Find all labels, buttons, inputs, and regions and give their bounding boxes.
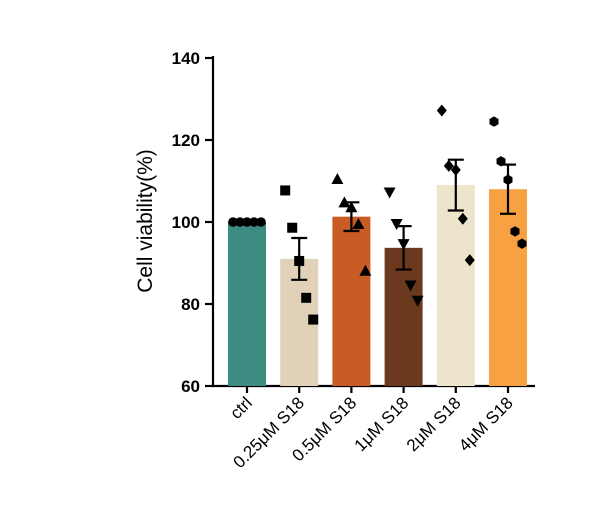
data-point (464, 254, 475, 267)
data-point (457, 212, 468, 225)
data-point (436, 104, 447, 117)
data-point (352, 218, 365, 230)
data-point (489, 116, 499, 127)
bar (489, 189, 527, 386)
data-point (287, 222, 298, 233)
data-point (228, 217, 238, 227)
y-axis-label: Cell viability(%) (134, 149, 157, 293)
data-point (411, 295, 424, 307)
y-tick-label: 120 (172, 131, 200, 150)
data-point (443, 159, 454, 172)
data-point (404, 280, 417, 292)
x-tick-label: 4μM S18 (455, 393, 517, 455)
data-point (256, 217, 266, 227)
data-point (280, 185, 291, 196)
y-ticks: 60 80 100 120 140 (172, 49, 213, 396)
data-point (359, 264, 372, 276)
data-point (301, 292, 312, 303)
y-tick-label: 60 (181, 377, 200, 396)
data-point (510, 226, 520, 237)
bar (332, 216, 371, 386)
bar (436, 185, 475, 386)
data-point (308, 314, 319, 325)
bar (228, 222, 266, 386)
y-tick-label: 140 (172, 49, 200, 68)
data-point (383, 187, 396, 199)
error-bars (239, 158, 516, 281)
x-tick-label: ctrl (226, 393, 255, 422)
data-point (331, 172, 344, 184)
data-point (390, 219, 403, 231)
bars (228, 185, 527, 386)
y-tick-label: 100 (172, 213, 200, 232)
data-point (517, 238, 527, 249)
data-points (228, 104, 527, 325)
x-tick-label: 1μM S18 (351, 393, 413, 455)
bar (384, 247, 423, 386)
y-tick-label: 80 (181, 295, 200, 314)
x-tick-label: 2μM S18 (403, 393, 465, 455)
